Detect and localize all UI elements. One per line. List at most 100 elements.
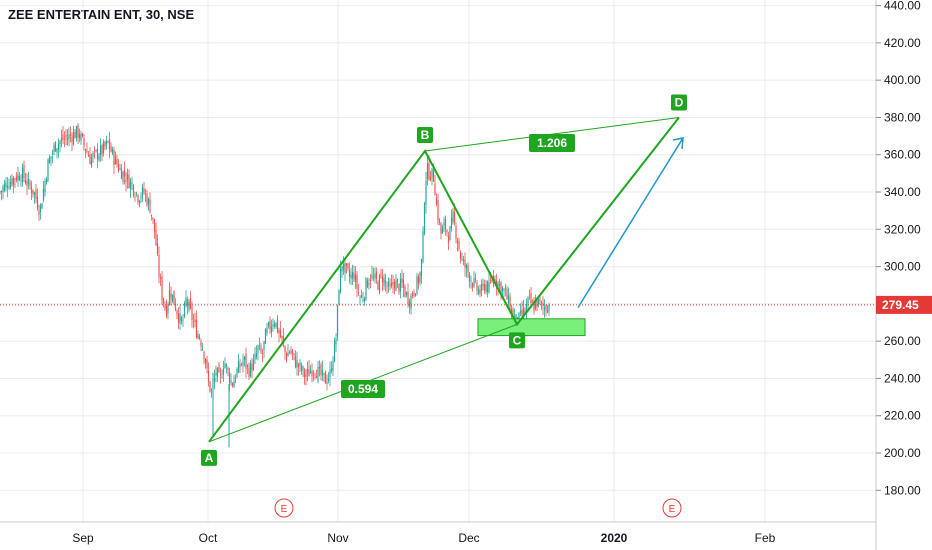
candle-body <box>54 142 57 152</box>
candle-body <box>150 214 153 217</box>
candle-body <box>450 217 453 228</box>
candle-body <box>542 302 544 306</box>
candle-body <box>468 273 471 282</box>
event-marker-icon[interactable] <box>662 498 682 518</box>
point-badge-d[interactable] <box>671 94 687 111</box>
point-label[interactable]: D <box>675 95 684 109</box>
ratio-badge[interactable] <box>341 380 385 398</box>
candle-body <box>276 319 279 332</box>
candle-body <box>39 205 42 212</box>
projection-arrow-head[interactable] <box>672 137 684 150</box>
candle-body <box>216 368 219 377</box>
ratio-label[interactable]: 0.594 <box>348 382 378 396</box>
candle-body <box>159 277 162 279</box>
candle-body <box>498 283 501 286</box>
candle-body <box>42 188 45 202</box>
x-tick-label: Sep <box>72 531 94 545</box>
candle-body <box>318 367 321 369</box>
candle-body <box>519 310 522 313</box>
candle-body <box>278 330 280 334</box>
projection-arrow[interactable] <box>577 137 684 309</box>
candle-body <box>102 142 105 154</box>
candle-body <box>122 171 124 182</box>
candle-body <box>315 376 318 379</box>
candle-body <box>117 164 120 171</box>
candle-body <box>47 159 49 182</box>
candle-body <box>383 278 385 287</box>
candle-body <box>440 222 442 234</box>
point-label[interactable]: C <box>513 333 522 347</box>
y-tick-label: 340.00 <box>884 185 921 199</box>
candle-body <box>344 262 346 273</box>
candle-body <box>393 282 396 289</box>
candle-body <box>252 360 255 370</box>
candle-body <box>203 351 205 359</box>
xabcd-pattern-drawing[interactable]: 0.594 1.206 A B C D <box>201 94 687 466</box>
candle-body <box>33 192 36 195</box>
candle-body <box>314 374 316 376</box>
candle-body <box>309 371 312 374</box>
candle-body <box>378 274 381 293</box>
candle-body <box>449 226 451 241</box>
candle-body <box>342 263 345 270</box>
point-badge-b[interactable] <box>417 127 433 144</box>
candle-body <box>240 364 243 365</box>
candle-body <box>432 170 435 182</box>
candle-body <box>269 321 271 330</box>
candle-body <box>30 187 33 194</box>
candle-body <box>524 310 526 313</box>
candle-body <box>180 316 183 322</box>
candle-body <box>537 298 540 305</box>
candle-body <box>332 361 334 371</box>
candle-body <box>104 141 106 147</box>
candle-body <box>14 178 16 180</box>
candle-body <box>26 181 28 187</box>
ratio-badge[interactable] <box>529 134 575 152</box>
candle-body <box>134 196 136 198</box>
candle-body <box>72 132 75 145</box>
candle-body <box>339 269 342 293</box>
candle-body <box>438 221 441 223</box>
ratio-label[interactable]: 1.206 <box>537 136 567 150</box>
candle-body <box>377 281 379 290</box>
candle-body <box>71 136 73 142</box>
event-marker-label[interactable]: E <box>669 504 676 515</box>
point-label[interactable]: A <box>205 451 214 465</box>
candle-body <box>426 162 429 179</box>
candle-body <box>462 259 465 262</box>
candle-body <box>390 282 393 287</box>
candle-body <box>24 179 27 184</box>
candle-body <box>530 293 532 304</box>
candle-body <box>281 336 283 339</box>
candle-body <box>135 192 138 194</box>
candle-body <box>242 361 244 366</box>
candle-body <box>423 203 426 234</box>
candle-body <box>165 305 168 316</box>
target-zone-box[interactable] <box>477 318 586 337</box>
event-marker-label[interactable]: E <box>281 504 288 515</box>
x-axis-labels: Sep Oct Nov Dec 2020 Feb <box>72 531 775 545</box>
candle-body <box>410 295 412 310</box>
point-badge-a[interactable] <box>201 449 217 466</box>
x-tick-label: Oct <box>199 531 218 545</box>
event-marker-icon[interactable] <box>274 498 294 518</box>
candle-body <box>402 279 405 288</box>
candle-body <box>311 370 313 377</box>
candle-body <box>380 273 382 275</box>
point-label[interactable]: B <box>421 128 430 142</box>
candle-body <box>197 334 199 339</box>
candle-body <box>152 217 154 220</box>
candle-body <box>233 380 235 388</box>
candle-body <box>458 241 460 250</box>
candle-body <box>188 301 190 310</box>
candle-body <box>491 280 493 282</box>
candle-body <box>419 272 421 283</box>
pattern-legs[interactable] <box>208 116 680 443</box>
point-badge-c[interactable] <box>509 332 525 349</box>
candle-body <box>149 199 151 213</box>
candle-body <box>386 285 388 287</box>
candle-body <box>470 280 472 282</box>
candle-body <box>447 235 450 243</box>
